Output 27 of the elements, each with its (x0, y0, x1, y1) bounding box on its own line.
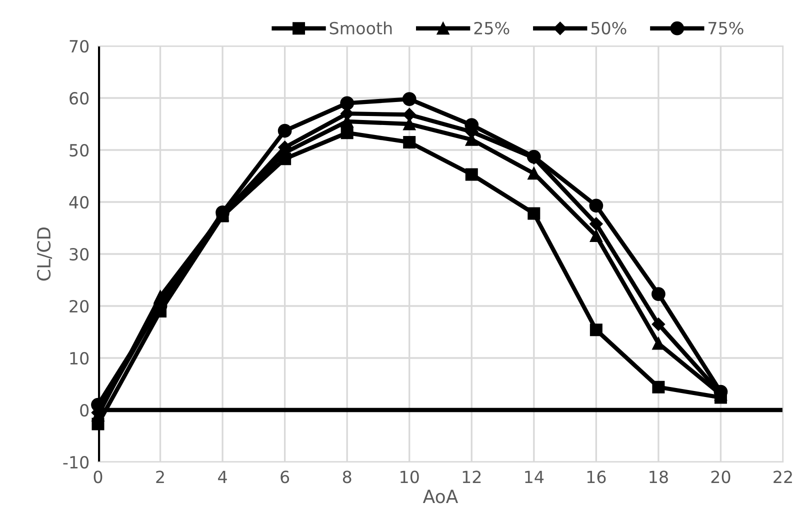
x-axis-title: AoA (422, 490, 458, 504)
y-tick-label: 70 (70, 40, 89, 53)
y-tick-label: 0 (80, 404, 89, 417)
legend-label: 50% (591, 22, 626, 34)
legend-label: 75% (708, 22, 744, 34)
y-tick-label: 20 (70, 300, 89, 313)
x-tick-label: 16 (587, 470, 606, 484)
x-tick-label: 0 (94, 470, 102, 484)
y-tick-label: 50 (70, 144, 89, 157)
y-tick-label: 60 (70, 92, 89, 105)
x-tick-label: 18 (650, 470, 668, 484)
y-tick-label: -10 (63, 456, 89, 469)
x-tick-label: 22 (774, 470, 792, 483)
x-tick-label: 12 (462, 470, 481, 483)
x-tick-label: 20 (711, 470, 730, 484)
x-tick-label: 4 (218, 470, 227, 483)
x-tick-label: 6 (280, 470, 290, 484)
x-tick-label: 14 (525, 470, 544, 483)
y-tick-label: 10 (70, 352, 89, 365)
y-tick-label: 40 (69, 196, 89, 209)
x-tick-label: 10 (400, 470, 419, 484)
y-axis-title: CL/CD (36, 227, 52, 281)
legend-label: Smooth (330, 22, 392, 34)
legend-label: 25% (474, 22, 510, 34)
x-tick-label: 8 (342, 470, 352, 484)
x-tick-label: 2 (156, 470, 164, 483)
y-tick-label: 30 (70, 248, 89, 261)
